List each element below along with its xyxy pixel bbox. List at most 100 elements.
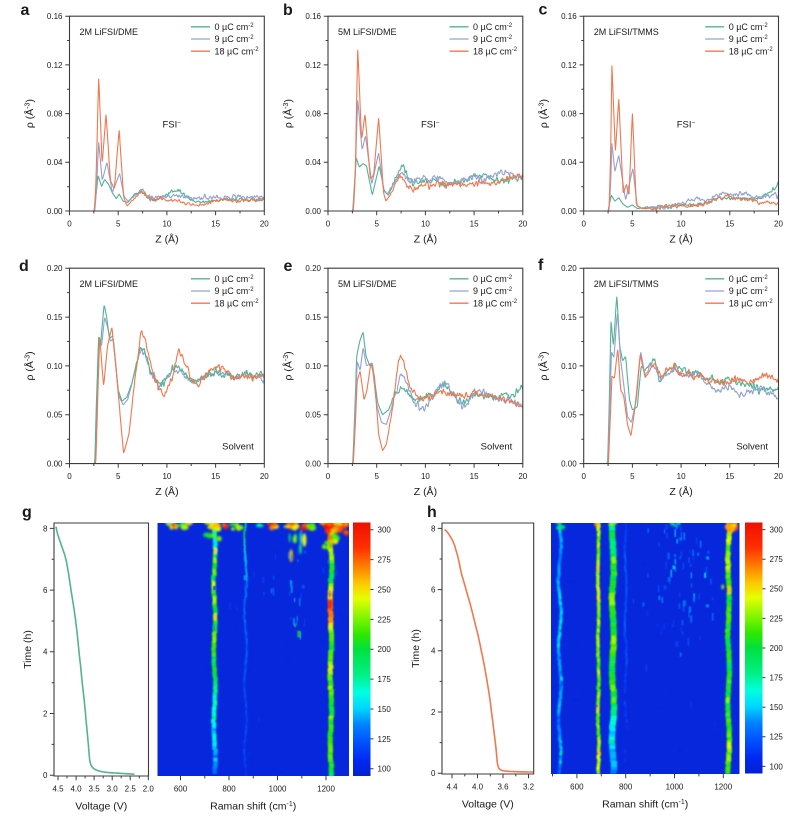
svg-text:Z (Å): Z (Å) — [155, 485, 178, 498]
svg-text:FSI−: FSI− — [677, 119, 696, 130]
svg-text:9 µC cm-2: 9 µC cm-2 — [473, 34, 513, 44]
svg-text:225: 225 — [378, 615, 392, 624]
svg-text:0: 0 — [326, 472, 331, 481]
svg-text:10: 10 — [677, 472, 686, 481]
svg-text:9 µC cm-2: 9 µC cm-2 — [215, 34, 255, 44]
svg-text:10: 10 — [162, 220, 171, 229]
svg-text:0.05: 0.05 — [47, 411, 63, 420]
svg-text:0.20: 0.20 — [47, 264, 63, 273]
svg-text:18 µC cm-2: 18 µC cm-2 — [215, 298, 260, 308]
svg-text:0.10: 0.10 — [47, 362, 63, 371]
svg-text:0: 0 — [43, 771, 48, 780]
svg-text:800: 800 — [619, 783, 633, 792]
svg-text:10: 10 — [421, 220, 430, 229]
svg-text:125: 125 — [770, 733, 784, 742]
svg-text:10: 10 — [677, 220, 686, 229]
svg-text:0.05: 0.05 — [561, 411, 577, 420]
svg-text:g: g — [22, 504, 32, 521]
svg-text:225: 225 — [770, 614, 784, 623]
svg-text:15: 15 — [211, 472, 220, 481]
svg-text:150: 150 — [378, 705, 392, 714]
svg-text:1000: 1000 — [666, 783, 684, 792]
svg-text:Z (Å): Z (Å) — [414, 485, 437, 498]
svg-text:f: f — [538, 257, 544, 274]
svg-text:18 µC cm-2: 18 µC cm-2 — [215, 46, 260, 56]
svg-text:5: 5 — [374, 220, 379, 229]
svg-text:Time (h): Time (h) — [22, 630, 34, 669]
svg-text:100: 100 — [378, 765, 392, 774]
svg-text:5: 5 — [374, 472, 379, 481]
svg-text:15: 15 — [470, 220, 479, 229]
svg-text:5: 5 — [116, 472, 121, 481]
svg-text:4.0: 4.0 — [472, 783, 484, 792]
svg-text:150: 150 — [770, 703, 784, 712]
svg-text:3.5: 3.5 — [89, 785, 101, 794]
svg-text:2: 2 — [431, 708, 436, 717]
svg-text:1000: 1000 — [269, 785, 287, 794]
svg-text:0 µC cm-2: 0 µC cm-2 — [215, 274, 255, 284]
svg-text:ρ (Å-3): ρ (Å-3) — [23, 351, 36, 380]
svg-text:0: 0 — [581, 472, 586, 481]
svg-text:Raman shift (cm-1): Raman shift (cm-1) — [210, 801, 296, 813]
svg-text:100: 100 — [770, 762, 784, 771]
svg-text:0.15: 0.15 — [47, 313, 63, 322]
svg-text:9 µC cm-2: 9 µC cm-2 — [473, 286, 513, 296]
svg-text:5: 5 — [630, 472, 635, 481]
svg-text:0: 0 — [326, 220, 331, 229]
svg-text:0.08: 0.08 — [561, 110, 577, 119]
svg-text:0.00: 0.00 — [305, 207, 321, 216]
svg-text:ρ (Å-3): ρ (Å-3) — [23, 99, 36, 128]
svg-text:2.0: 2.0 — [143, 785, 155, 794]
svg-text:0.04: 0.04 — [561, 158, 577, 167]
svg-text:2M LiFSI/DME: 2M LiFSI/DME — [80, 279, 139, 289]
svg-text:0.16: 0.16 — [305, 12, 321, 21]
svg-text:4.4: 4.4 — [446, 783, 458, 792]
svg-text:b: b — [283, 2, 293, 19]
svg-text:3.0: 3.0 — [107, 785, 119, 794]
svg-text:6: 6 — [431, 586, 436, 595]
svg-text:0.05: 0.05 — [305, 411, 321, 420]
svg-text:275: 275 — [378, 555, 392, 564]
svg-text:18 µC cm-2: 18 µC cm-2 — [473, 46, 518, 56]
svg-text:9 µC cm-2: 9 µC cm-2 — [729, 34, 769, 44]
svg-text:0.10: 0.10 — [305, 362, 321, 371]
svg-text:175: 175 — [770, 673, 784, 682]
svg-text:3.2: 3.2 — [523, 783, 535, 792]
svg-text:Time (h): Time (h) — [410, 629, 422, 668]
svg-text:0 µC cm-2: 0 µC cm-2 — [215, 22, 255, 32]
svg-text:0.10: 0.10 — [561, 362, 577, 371]
svg-text:0.15: 0.15 — [561, 313, 577, 322]
svg-text:8: 8 — [43, 524, 48, 533]
svg-text:275: 275 — [770, 555, 784, 564]
svg-text:0: 0 — [67, 472, 72, 481]
svg-text:2: 2 — [43, 709, 48, 718]
svg-text:0.12: 0.12 — [305, 61, 321, 70]
svg-text:ρ (Å-3): ρ (Å-3) — [282, 351, 295, 380]
svg-text:300: 300 — [378, 526, 392, 535]
svg-text:18 µC cm-2: 18 µC cm-2 — [729, 298, 774, 308]
svg-text:0.15: 0.15 — [305, 313, 321, 322]
svg-text:600: 600 — [174, 785, 188, 794]
svg-text:a: a — [21, 2, 30, 19]
svg-text:9 µC cm-2: 9 µC cm-2 — [215, 286, 255, 296]
svg-text:Solvent: Solvent — [222, 442, 254, 453]
svg-text:6: 6 — [43, 586, 48, 595]
svg-text:0.12: 0.12 — [561, 61, 577, 70]
svg-text:3.6: 3.6 — [497, 783, 509, 792]
svg-text:200: 200 — [770, 644, 784, 653]
svg-text:4.5: 4.5 — [52, 785, 64, 794]
svg-text:0 µC cm-2: 0 µC cm-2 — [729, 274, 769, 284]
svg-text:Z (Å): Z (Å) — [669, 485, 692, 498]
svg-text:8: 8 — [431, 524, 436, 533]
svg-text:300: 300 — [770, 526, 784, 535]
svg-text:ρ (Å-3): ρ (Å-3) — [537, 351, 550, 380]
svg-text:250: 250 — [378, 585, 392, 594]
svg-text:2M LiFSI/DME: 2M LiFSI/DME — [80, 27, 139, 37]
svg-text:0: 0 — [431, 769, 436, 778]
svg-text:0.16: 0.16 — [47, 12, 63, 21]
svg-text:20: 20 — [518, 220, 527, 229]
svg-text:0.04: 0.04 — [47, 158, 63, 167]
svg-text:10: 10 — [162, 472, 171, 481]
svg-text:1200: 1200 — [317, 785, 335, 794]
svg-text:20: 20 — [260, 220, 269, 229]
